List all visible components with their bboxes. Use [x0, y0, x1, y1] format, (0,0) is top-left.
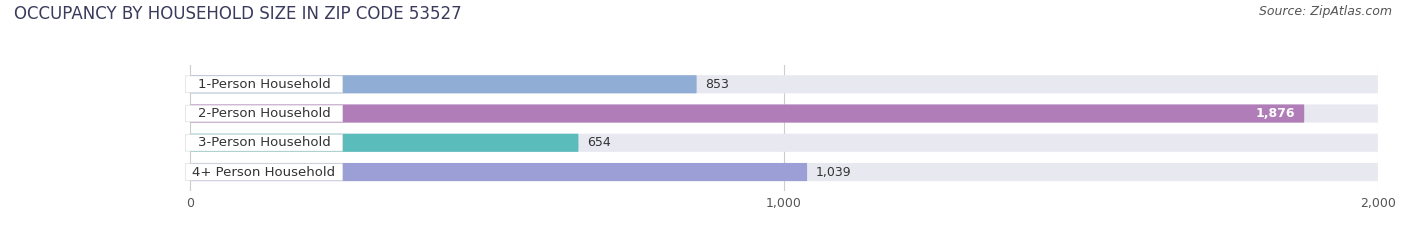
FancyBboxPatch shape [190, 163, 1378, 181]
FancyBboxPatch shape [186, 105, 343, 122]
FancyBboxPatch shape [190, 104, 1305, 123]
Text: Source: ZipAtlas.com: Source: ZipAtlas.com [1258, 5, 1392, 18]
Text: 1-Person Household: 1-Person Household [198, 78, 330, 91]
FancyBboxPatch shape [190, 75, 1378, 93]
FancyBboxPatch shape [186, 134, 343, 151]
FancyBboxPatch shape [186, 164, 343, 180]
Text: 4+ Person Household: 4+ Person Household [193, 165, 336, 178]
Text: 2-Person Household: 2-Person Household [198, 107, 330, 120]
FancyBboxPatch shape [190, 134, 578, 152]
Text: 3-Person Household: 3-Person Household [198, 136, 330, 149]
Text: 1,876: 1,876 [1256, 107, 1295, 120]
Text: 1,039: 1,039 [815, 165, 852, 178]
Text: OCCUPANCY BY HOUSEHOLD SIZE IN ZIP CODE 53527: OCCUPANCY BY HOUSEHOLD SIZE IN ZIP CODE … [14, 5, 461, 23]
Text: 654: 654 [588, 136, 612, 149]
FancyBboxPatch shape [186, 76, 343, 93]
FancyBboxPatch shape [190, 104, 1378, 123]
FancyBboxPatch shape [190, 75, 696, 93]
Text: 853: 853 [706, 78, 730, 91]
FancyBboxPatch shape [190, 163, 807, 181]
FancyBboxPatch shape [190, 134, 1378, 152]
